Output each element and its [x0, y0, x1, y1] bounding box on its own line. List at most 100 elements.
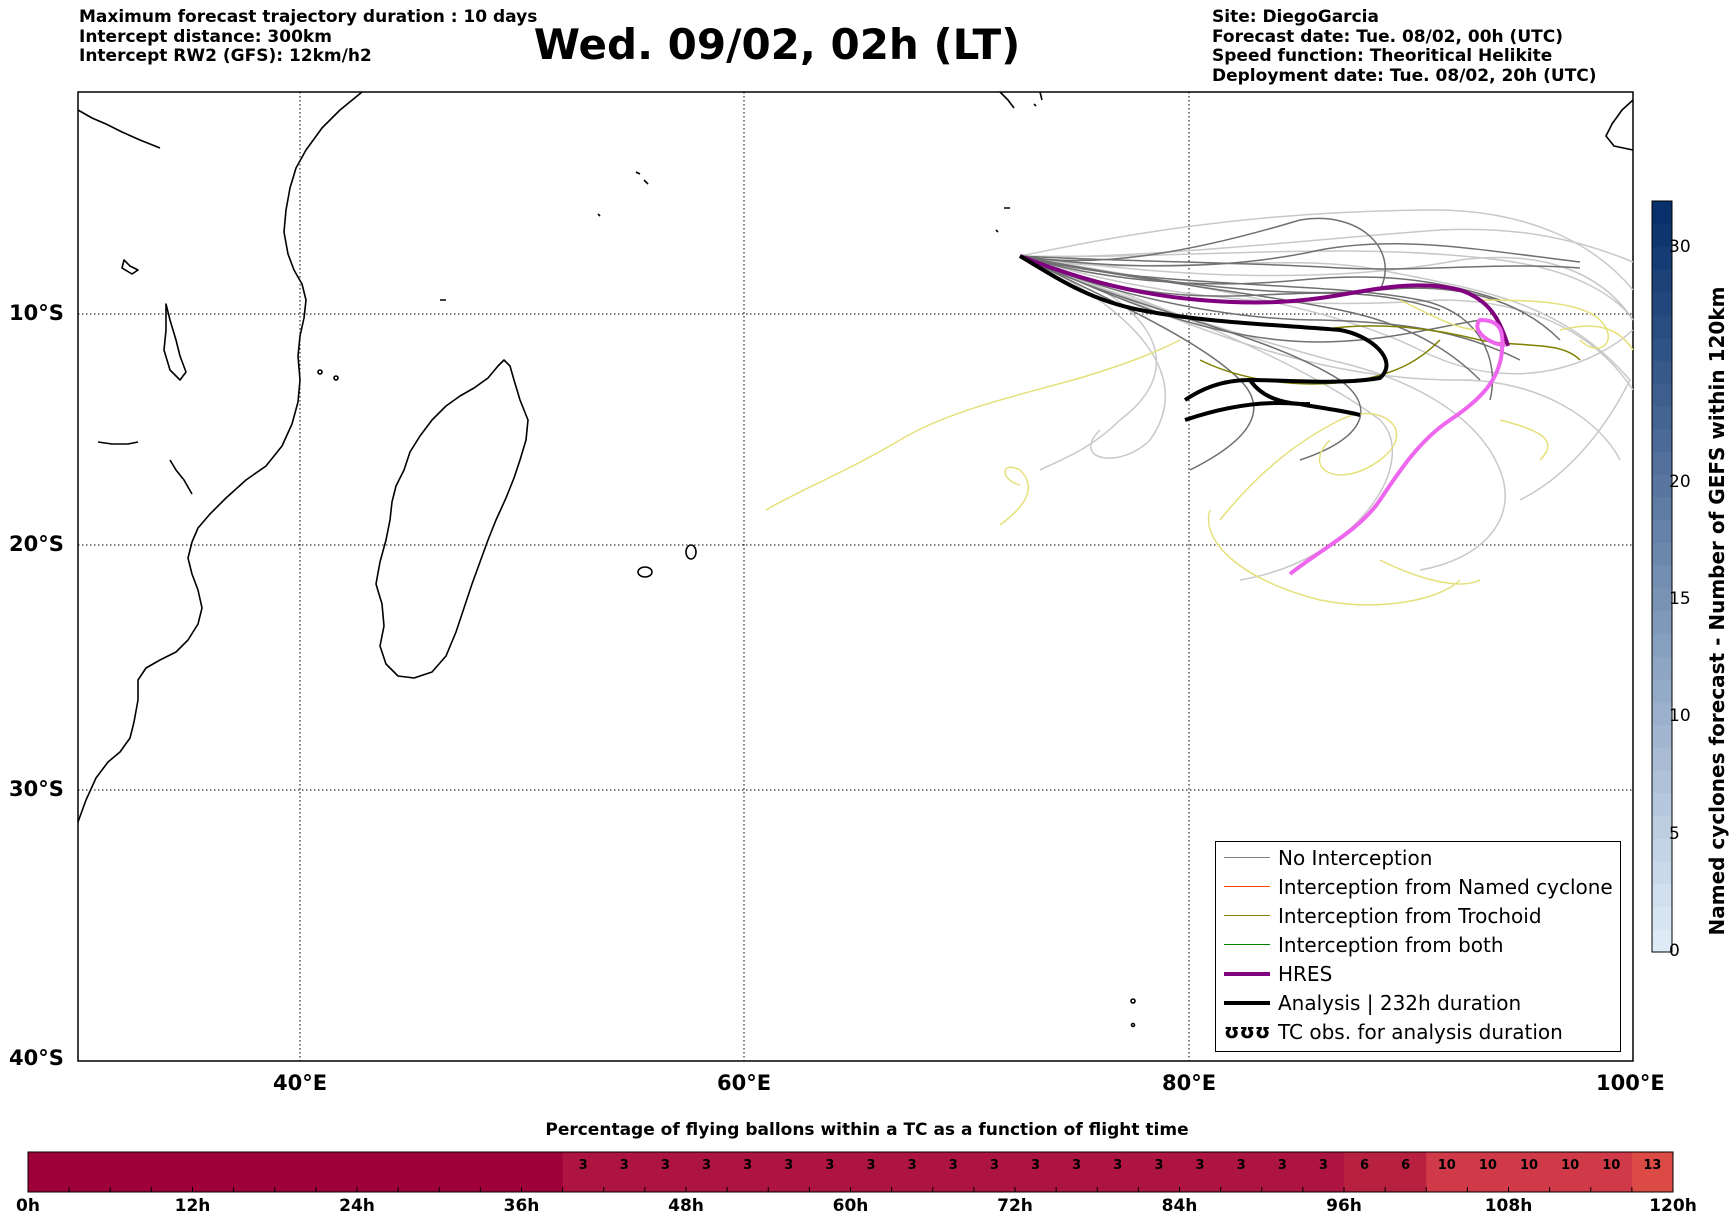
sumatra-coastline [1605, 99, 1634, 151]
flight-time-cell-value: 3 [825, 1158, 835, 1173]
flight-time-hour-label: 0h [16, 1196, 40, 1216]
flight-time-cell-value: 3 [1277, 1158, 1287, 1173]
flight-time-cell-value: 3 [619, 1158, 629, 1173]
colorbar-step [1652, 838, 1672, 862]
flight-time-cell-value: 3 [1318, 1158, 1328, 1173]
flight-time-cell [274, 1152, 317, 1192]
flight-time-cell [1097, 1152, 1139, 1192]
flight-time-hour-label: 12h [174, 1196, 211, 1216]
colorbar-step [1652, 337, 1672, 361]
africa-river [169, 459, 193, 495]
lat-tick-40s: 40°S [9, 1046, 64, 1070]
colorbar-step [1652, 360, 1672, 384]
site-text: Site: DiegoGarcia [1212, 7, 1379, 27]
flight-time-hour-label: 96h [1326, 1196, 1362, 1216]
flight-time-cell [1302, 1152, 1345, 1192]
header-right: Site: DiegoGarcia Forecast date: Tue. 08… [1212, 7, 1597, 86]
colorbar-step [1652, 519, 1672, 543]
flight-time-cell [1261, 1152, 1304, 1192]
hres-trajectory [1019, 254, 1510, 347]
seychelles-islands [440, 171, 649, 301]
flight-time-cell [439, 1152, 481, 1192]
flight-time-cell [1015, 1152, 1057, 1192]
zanzibar [121, 259, 139, 275]
colorbar-step [1652, 428, 1672, 452]
tc-observation-tracks [765, 299, 1634, 606]
legend-tc-obs: ʊʊʊ TC obs. for analysis duration [1224, 1019, 1563, 1044]
colorbar-step [1652, 451, 1672, 475]
flight-time-cell [1590, 1152, 1633, 1192]
st-paul-island [1130, 1022, 1136, 1028]
flight-time-hour-label: 36h [503, 1196, 540, 1216]
madagascar-coastline [375, 359, 529, 679]
flight-time-cell [1179, 1152, 1222, 1192]
flight-time-cell [644, 1152, 687, 1192]
flight-time-cell [809, 1152, 851, 1192]
flight-time-cell [973, 1152, 1016, 1192]
flight-time-cell [603, 1152, 646, 1192]
colorbar-step [1652, 587, 1672, 612]
africa-coastline [77, 91, 363, 823]
legend-both: Interception from both [1216, 931, 1620, 960]
legend-hres: HRES [1216, 960, 1620, 989]
tc-magenta-track [1288, 317, 1506, 576]
flight-time-cell-value: 3 [907, 1158, 917, 1173]
flight-time-cell-value: 3 [1072, 1158, 1082, 1173]
colorbar-step [1652, 542, 1672, 566]
page-title: Wed. 09/02, 02h (LT) [533, 20, 1021, 69]
flight-time-cell [151, 1152, 193, 1192]
flight-time-cell-value: 10 [1602, 1158, 1621, 1173]
intercept-distance-text: Intercept distance: 300km [79, 26, 332, 47]
colorbar-step [1652, 747, 1672, 771]
maldives-islands [995, 91, 1043, 233]
arabia-coastline [77, 109, 161, 149]
colorbar-step [1652, 474, 1672, 498]
flight-time-cell [1426, 1152, 1468, 1192]
colorbar-step [1652, 292, 1672, 316]
coastlines [77, 91, 1634, 1028]
colorbar-tick-5: 5 [1669, 824, 1680, 844]
flight-time-cell-value: 3 [1113, 1158, 1123, 1173]
flight-time-cell [1056, 1152, 1098, 1192]
colorbar-step [1652, 565, 1672, 589]
colorbar-step [1652, 678, 1672, 703]
flight-time-cell [686, 1152, 728, 1192]
speed-function-text: Speed function: Theoritical Helikite [1212, 46, 1553, 66]
africa-lake [97, 441, 139, 445]
flight-time-cell-value: 3 [948, 1158, 958, 1173]
colorbar-tick-10: 10 [1669, 706, 1691, 726]
flight-time-cell-value: 3 [989, 1158, 999, 1173]
colorbar-step [1652, 769, 1672, 794]
flight-time-cell-value: 3 [784, 1158, 794, 1173]
flight-time-cell [110, 1152, 152, 1192]
colorbar-step [1652, 792, 1672, 816]
flight-time-cell-value: 10 [1561, 1158, 1580, 1173]
flight-time-cell [1508, 1152, 1551, 1192]
intercept-rw2-text: Intercept RW2 (GFS): 12km/h2 [79, 46, 372, 66]
flight-time-cell [1467, 1152, 1509, 1192]
flight-time-hour-label: 48h [668, 1196, 704, 1216]
mozambique-islands [163, 303, 187, 381]
colorbar-step [1652, 201, 1672, 225]
max-duration-text: Maximum forecast trajectory duration : 1… [79, 7, 538, 27]
flight-time-cell-value: 3 [1154, 1158, 1164, 1173]
flight-time-cell [850, 1152, 893, 1192]
legend-trochoid: Interception from Trochoid [1216, 902, 1620, 931]
flight-time-cell [891, 1152, 934, 1192]
lon-tick-40: 40°E [273, 1071, 328, 1095]
colorbar-step [1652, 496, 1672, 521]
flight-time-cell-value: 10 [1437, 1158, 1456, 1173]
flight-time-cell-value: 10 [1520, 1158, 1539, 1173]
flight-time-cell [1385, 1152, 1427, 1192]
colorbar-step [1652, 269, 1672, 293]
flight-time-cell [69, 1152, 111, 1192]
colorbar-step [1652, 929, 1672, 953]
flight-time-cell-value: 6 [1360, 1158, 1370, 1173]
comoros-island-2 [333, 375, 339, 381]
colorbar-tick-15: 15 [1669, 589, 1691, 609]
flight-time-cell-value: 3 [866, 1158, 876, 1173]
amsterdam-island [1130, 998, 1136, 1004]
flight-time-cell [233, 1152, 276, 1192]
flight-time-cell-value: 3 [1236, 1158, 1246, 1173]
lon-tick-60: 60°E [717, 1071, 772, 1095]
